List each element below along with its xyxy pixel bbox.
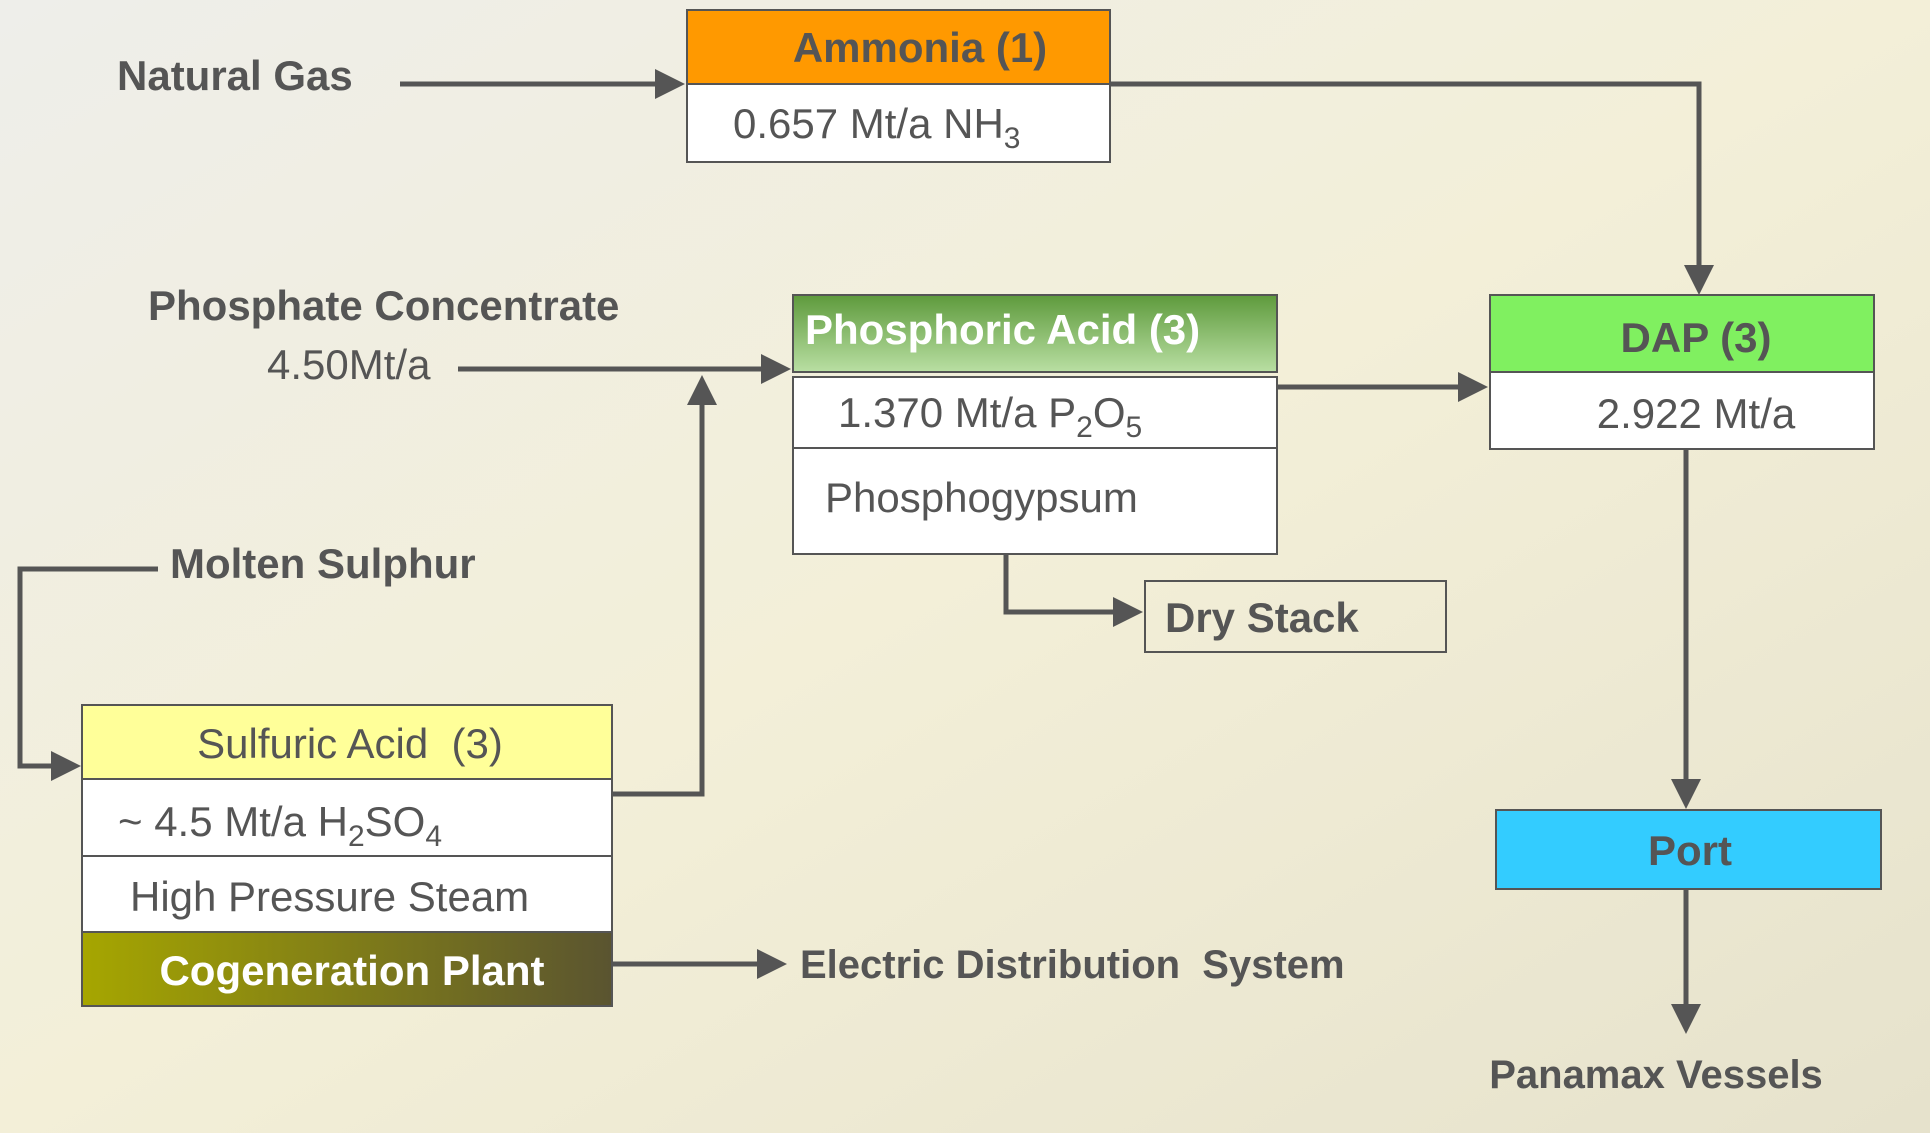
sulfuric-title: Sulfuric Acid (3): [197, 720, 503, 767]
ammonia-output: 0.657 Mt/a NH3: [733, 100, 1020, 155]
subscript: 3: [1004, 122, 1021, 155]
vessels: Panamax Vessels: [1489, 1053, 1823, 1097]
subscript: 2: [348, 820, 365, 853]
subscript: 2: [1076, 411, 1093, 444]
sulfuric-byproduct: High Pressure Steam: [130, 873, 529, 920]
text: ~ 4.5 Mt/a H: [118, 798, 348, 845]
text: SO: [365, 798, 426, 845]
text: 1.370 Mt/a P: [838, 389, 1076, 436]
cogeneration: Cogeneration Plant: [159, 947, 544, 994]
input-label: Natural Gas: [117, 52, 353, 99]
input-rate: 4.50Mt/a: [267, 341, 431, 388]
sulfuric-output: ~ 4.5 Mt/a H2SO4: [118, 798, 442, 853]
ammonia-title: Ammonia (1): [793, 24, 1047, 71]
subscript: 4: [425, 820, 442, 853]
phosphoric-title: Phosphoric Acid (3): [805, 306, 1200, 353]
electric: Electric Distribution System: [800, 943, 1345, 987]
dap-title: DAP (3): [1621, 314, 1772, 361]
dap-output: 2.922 Mt/a: [1597, 390, 1796, 437]
text: O: [1093, 389, 1126, 436]
subscript: 5: [1126, 411, 1143, 444]
port: Port: [1648, 827, 1732, 874]
diagram: Natural Gas Phosphate Concentrate 4.50Mt…: [0, 0, 1930, 1133]
input-label: Phosphate Concentrate: [148, 282, 619, 329]
phosphoric-output: 1.370 Mt/a P2O5: [838, 389, 1142, 444]
input-label: Molten Sulphur: [170, 540, 476, 587]
dry-stack: Dry Stack: [1165, 594, 1359, 641]
text: 0.657 Mt/a NH: [733, 100, 1004, 147]
phosphoric-byproduct: Phosphogypsum: [825, 474, 1138, 521]
